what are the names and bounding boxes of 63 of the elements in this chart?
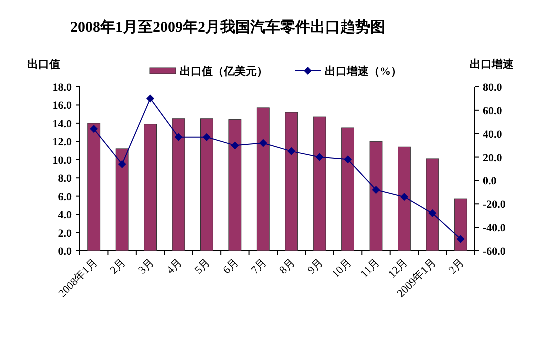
bar xyxy=(116,148,129,252)
y-tick-label: 12.0 xyxy=(52,136,72,149)
point xyxy=(456,235,465,244)
y-tick-label: 10.0 xyxy=(52,154,72,167)
y-tick-label: 16.0 xyxy=(52,100,72,112)
point xyxy=(90,125,98,134)
point xyxy=(372,186,380,194)
bar xyxy=(172,118,186,252)
y2-tick-label: -20.0 xyxy=(483,199,506,212)
legend-label: 出口值（亿美元） xyxy=(180,65,268,78)
bar xyxy=(370,141,383,252)
x-tick-label: 7月 xyxy=(249,256,270,277)
y-tick-label: 18.0 xyxy=(52,82,72,94)
point xyxy=(202,133,211,142)
y2-axis-title: 出口增速 xyxy=(470,58,515,71)
bar xyxy=(228,120,242,252)
bar xyxy=(398,146,411,252)
y2-tick-label: 60.0 xyxy=(483,105,503,118)
x-tick-label: 2月 xyxy=(108,256,128,277)
bar xyxy=(426,158,440,252)
x-tick-label: 12月 xyxy=(386,256,411,281)
point xyxy=(428,210,437,218)
x-tick-label: 9月 xyxy=(306,256,326,277)
y-tick-label: 6.0 xyxy=(58,191,72,204)
x-tick-label: 3月 xyxy=(136,256,157,277)
legend-label: 出口增速（%） xyxy=(325,65,402,78)
x-tick-label: 5月 xyxy=(192,256,214,277)
point xyxy=(316,153,324,162)
bar xyxy=(200,118,214,252)
bar xyxy=(342,128,354,252)
y-tick-label: 14.0 xyxy=(52,118,72,130)
y2-tick-label: 40.0 xyxy=(483,128,503,141)
point xyxy=(288,147,296,156)
y-tick-label: 4.0 xyxy=(58,210,72,222)
x-tick-label: 11月 xyxy=(358,256,382,280)
y2-tick-label: 20.0 xyxy=(483,152,503,164)
y-tick-label: 2.0 xyxy=(58,228,72,240)
x-tick-label: 6月 xyxy=(221,256,242,277)
point xyxy=(400,193,408,202)
y-tick-label: 0.0 xyxy=(58,246,72,258)
y2-tick-label: 80.0 xyxy=(483,82,503,94)
y2-tick-label: 0.0 xyxy=(483,176,498,188)
bar xyxy=(285,112,298,252)
y-axis-title: 出口值 xyxy=(28,58,60,71)
point xyxy=(259,139,268,148)
bar xyxy=(313,116,326,252)
point xyxy=(174,133,183,142)
y2-tick-label: -60.0 xyxy=(483,246,506,258)
bar xyxy=(88,123,101,252)
point xyxy=(344,156,352,164)
point xyxy=(146,94,155,103)
point xyxy=(231,142,240,150)
bar xyxy=(256,108,270,252)
bar xyxy=(454,198,468,252)
x-tick-label: 8月 xyxy=(278,256,298,277)
x-tick-label: 4月 xyxy=(164,256,185,277)
y-tick-label: 8.0 xyxy=(58,173,72,186)
point xyxy=(118,160,126,168)
x-tick-label: 2月 xyxy=(446,256,468,277)
chart-title: 2008年1月至2009年2月我国汽车零件出口趋势图 xyxy=(70,18,386,36)
x-tick-label: 10月 xyxy=(330,256,354,281)
bar xyxy=(144,124,157,252)
y2-tick-label: -40.0 xyxy=(483,222,506,235)
